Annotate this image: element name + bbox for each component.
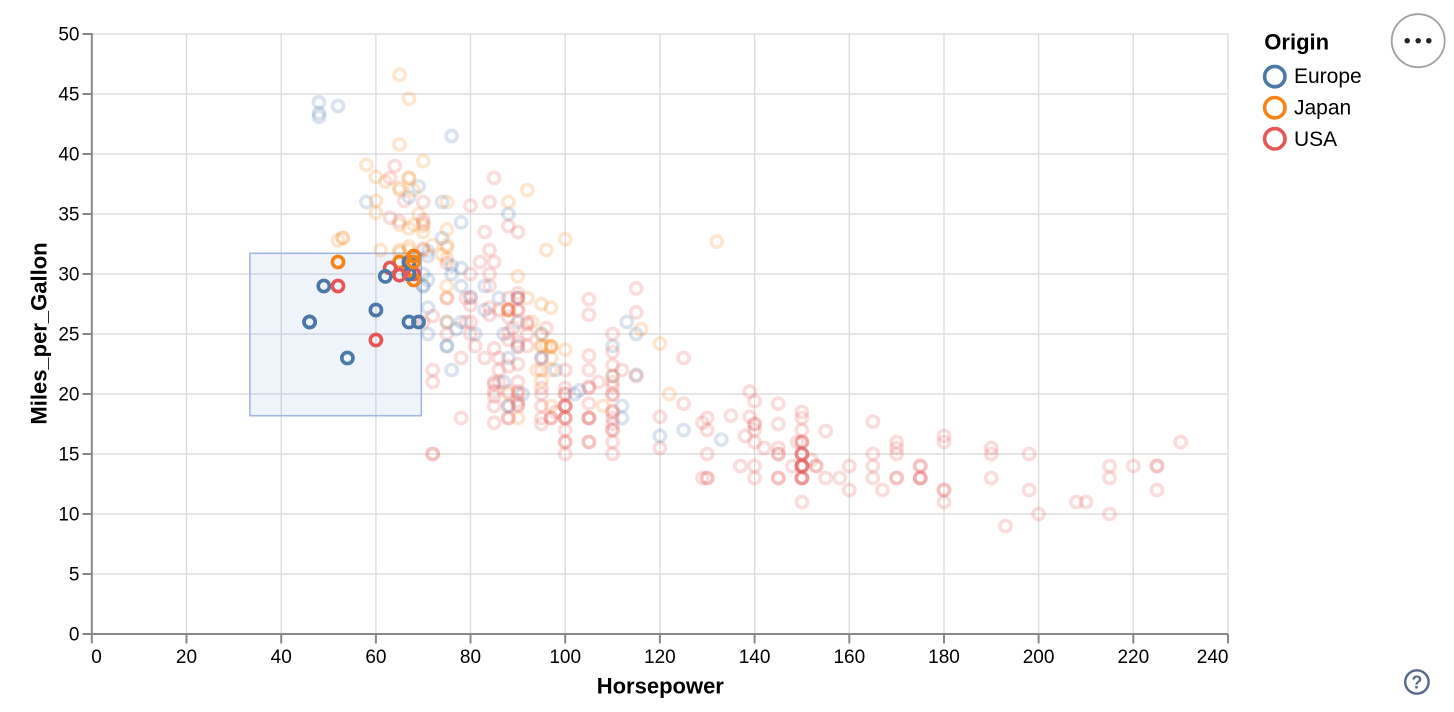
svg-text:0: 0 bbox=[69, 625, 80, 646]
svg-text:60: 60 bbox=[365, 647, 386, 668]
svg-text:?: ? bbox=[1411, 673, 1422, 693]
svg-text:180: 180 bbox=[928, 647, 960, 668]
svg-text:140: 140 bbox=[739, 647, 771, 668]
svg-text:20: 20 bbox=[58, 385, 79, 406]
svg-text:40: 40 bbox=[271, 647, 292, 668]
svg-text:Horsepower: Horsepower bbox=[597, 673, 725, 698]
svg-text:Japan: Japan bbox=[1294, 97, 1351, 120]
svg-text:80: 80 bbox=[460, 647, 481, 668]
svg-text:5: 5 bbox=[69, 565, 80, 586]
svg-text:50: 50 bbox=[58, 25, 79, 46]
svg-text:0: 0 bbox=[91, 647, 102, 668]
svg-text:40: 40 bbox=[58, 145, 79, 166]
svg-text:Europe: Europe bbox=[1294, 65, 1362, 88]
svg-text:30: 30 bbox=[58, 265, 79, 286]
svg-text:220: 220 bbox=[1117, 647, 1149, 668]
svg-text:10: 10 bbox=[58, 505, 79, 526]
svg-text:20: 20 bbox=[176, 647, 197, 668]
svg-text:Origin: Origin bbox=[1264, 29, 1329, 54]
svg-text:35: 35 bbox=[58, 205, 79, 226]
svg-text:100: 100 bbox=[549, 647, 581, 668]
svg-text:USA: USA bbox=[1294, 128, 1337, 151]
svg-text:240: 240 bbox=[1197, 647, 1229, 668]
svg-text:160: 160 bbox=[833, 647, 865, 668]
svg-text:45: 45 bbox=[58, 85, 79, 106]
svg-text:25: 25 bbox=[58, 325, 79, 346]
svg-text:120: 120 bbox=[644, 647, 676, 668]
svg-text:15: 15 bbox=[58, 445, 79, 466]
svg-text:200: 200 bbox=[1023, 647, 1055, 668]
svg-text:Miles_per_Gallon: Miles_per_Gallon bbox=[26, 242, 51, 424]
